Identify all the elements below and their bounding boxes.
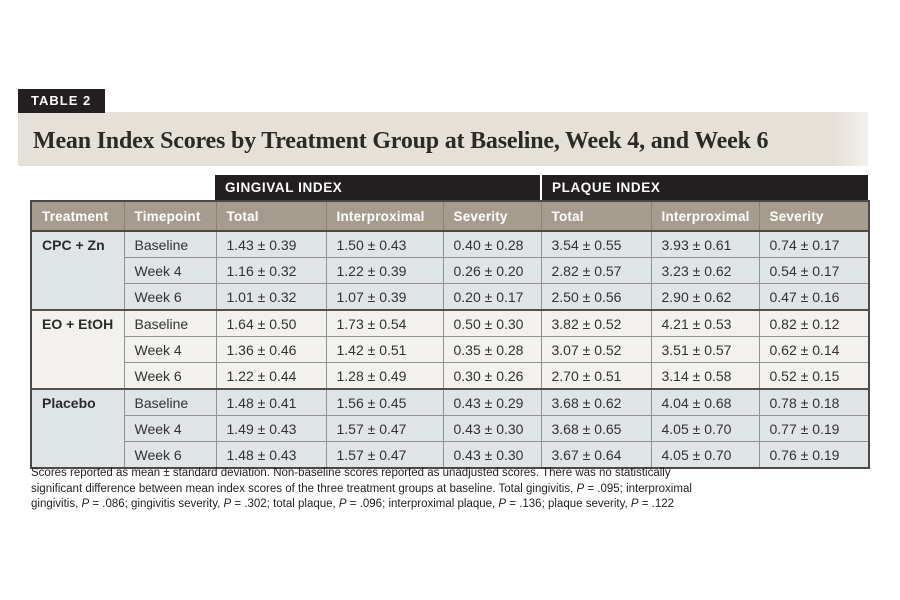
- plaque-index-header: PLAQUE INDEX: [542, 175, 868, 200]
- value-cell-pi-interproximal: 2.90 ± 0.62: [650, 283, 759, 310]
- table-row: EO + EtOH Baseline 1.64 ± 0.50 1.73 ± 0.54 0…: [30, 309, 869, 389]
- footnote-line: significant difference between mean inde…: [31, 482, 692, 495]
- value-cell-gi-interproximal: 1.22 ± 0.39: [325, 257, 443, 284]
- table-row: Placebo Baseline 1.48 ± 0.41 1.56 ± 0.45 0.4…: [30, 388, 869, 468]
- value-cell-pi-severity: 0.74 ± 0.17: [758, 230, 869, 258]
- column-header-row: Treatment Timepoint Total Interproximal Seve…: [30, 201, 869, 232]
- value-cell-pi-severity: 0.62 ± 0.14: [758, 336, 869, 363]
- value-cell-gi-total: 1.43 ± 0.39: [215, 230, 326, 258]
- column-header-gi-interproximal: Interproximal: [325, 201, 443, 232]
- timepoint-cell: Week 6: [123, 362, 216, 389]
- column-header-pi-severity: Severity: [758, 201, 869, 232]
- gingival-index-header: GINGIVAL INDEX: [215, 175, 540, 200]
- value-cell-gi-severity: 0.20 ± 0.17: [442, 283, 541, 310]
- treatment-cell: EO + EtOH: [30, 309, 124, 389]
- value-cell-pi-total: 3.82 ± 0.52: [540, 309, 651, 337]
- column-header-gi-total: Total: [215, 201, 326, 232]
- table-number-badge: TABLE 2: [18, 89, 106, 113]
- footnote: Scores reported as mean ± standard devia…: [31, 466, 876, 513]
- timepoint-cell: Week 4: [123, 257, 216, 284]
- value-cell-pi-severity: 0.47 ± 0.16: [758, 283, 869, 310]
- value-cell-gi-severity: 0.26 ± 0.20: [442, 257, 541, 284]
- value-cell-pi-total: 2.82 ± 0.57: [540, 257, 651, 284]
- column-header-pi-total: Total: [540, 201, 651, 232]
- value-cell-pi-total: 3.68 ± 0.65: [540, 415, 651, 442]
- value-cell-gi-total: 1.22 ± 0.44: [215, 362, 326, 389]
- value-cell-pi-total: 3.07 ± 0.52: [540, 336, 651, 363]
- value-cell-gi-severity: 0.43 ± 0.29: [442, 388, 541, 416]
- table-row: Week 4 1.16 ± 0.32 1.22 ± 0.39 0.26 ± 0.20 2…: [31, 257, 869, 284]
- value-cell-pi-severity: 0.52 ± 0.15: [758, 362, 869, 389]
- value-cell-gi-interproximal: 1.42 ± 0.51: [325, 336, 443, 363]
- value-cell-pi-severity: 0.54 ± 0.17: [758, 257, 869, 284]
- value-cell-gi-interproximal: 1.50 ± 0.43: [325, 230, 443, 258]
- column-header-treatment: Treatment: [30, 201, 124, 232]
- value-cell-gi-interproximal: 1.73 ± 0.54: [325, 309, 443, 337]
- timepoint-cell: Baseline: [123, 309, 216, 337]
- timepoint-cell: Week 6: [123, 441, 216, 468]
- value-cell-pi-total: 3.68 ± 0.62: [540, 388, 651, 416]
- table-row: Week 6 1.22 ± 0.44 1.28 ± 0.49 0.30 ± 0.26 2…: [31, 362, 869, 389]
- value-cell-pi-interproximal: 3.93 ± 0.61: [650, 230, 759, 258]
- value-cell-pi-total: 3.54 ± 0.55: [540, 230, 651, 258]
- value-cell-pi-interproximal: 3.14 ± 0.58: [650, 362, 759, 389]
- value-cell-gi-total: 1.01 ± 0.32: [215, 283, 326, 310]
- value-cell-pi-severity: 0.82 ± 0.12: [758, 309, 869, 337]
- value-cell-pi-severity: 0.78 ± 0.18: [758, 388, 869, 416]
- index-group-header-band: GINGIVAL INDEX PLAQUE INDEX: [30, 175, 868, 200]
- data-table-wrapper: Treatment Timepoint Total Interproximal Seve…: [30, 200, 870, 469]
- value-cell-gi-severity: 0.30 ± 0.26: [442, 362, 541, 389]
- timepoint-cell: Week 4: [123, 336, 216, 363]
- value-cell-gi-interproximal: 1.57 ± 0.47: [325, 441, 443, 468]
- value-cell-gi-interproximal: 1.07 ± 0.39: [325, 283, 443, 310]
- index-scores-table: Treatment Timepoint Total Interproximal Seve…: [30, 200, 870, 469]
- column-header-timepoint: Timepoint: [123, 201, 216, 232]
- footnote-line: gingivitis, P = .086; gingivitis severit…: [31, 498, 675, 510]
- treatment-cell: CPC + Zn: [30, 230, 124, 310]
- table-row: Week 6 1.48 ± 0.43 1.57 ± 0.47 0.43 ± 0.30 3…: [31, 441, 869, 468]
- value-cell-pi-total: 3.67 ± 0.64: [540, 441, 651, 468]
- table-row: Week 4 1.49 ± 0.43 1.57 ± 0.47 0.43 ± 0.30 3…: [31, 415, 869, 442]
- column-header-pi-interproximal: Interproximal: [650, 201, 759, 232]
- value-cell-gi-severity: 0.43 ± 0.30: [442, 441, 541, 468]
- timepoint-cell: Baseline: [123, 230, 216, 258]
- value-cell-gi-interproximal: 1.57 ± 0.47: [325, 415, 443, 442]
- value-cell-gi-total: 1.48 ± 0.43: [215, 441, 326, 468]
- value-cell-pi-interproximal: 3.23 ± 0.62: [650, 257, 759, 284]
- table-title: Mean Index Scores by Treatment Group at …: [33, 128, 769, 154]
- value-cell-pi-severity: 0.77 ± 0.19: [758, 415, 869, 442]
- value-cell-gi-total: 1.36 ± 0.46: [215, 336, 326, 363]
- treatment-cell: Placebo: [30, 388, 124, 468]
- value-cell-pi-interproximal: 4.04 ± 0.68: [650, 388, 759, 416]
- value-cell-gi-severity: 0.43 ± 0.30: [442, 415, 541, 442]
- value-cell-gi-severity: 0.50 ± 0.30: [442, 309, 541, 337]
- timepoint-cell: Week 6: [123, 283, 216, 310]
- table-row: Week 4 1.36 ± 0.46 1.42 ± 0.51 0.35 ± 0.28 3…: [31, 336, 869, 363]
- value-cell-gi-severity: 0.35 ± 0.28: [442, 336, 541, 363]
- value-cell-pi-total: 2.70 ± 0.51: [540, 362, 651, 389]
- footnote-line: Scores reported as mean ± standard devia…: [31, 467, 671, 479]
- title-band: Mean Index Scores by Treatment Group at …: [18, 112, 868, 166]
- value-cell-gi-total: 1.64 ± 0.50: [215, 309, 326, 337]
- value-cell-gi-interproximal: 1.28 ± 0.49: [325, 362, 443, 389]
- value-cell-pi-interproximal: 4.21 ± 0.53: [650, 309, 759, 337]
- table-row: CPC + Zn Baseline 1.43 ± 0.39 1.50 ± 0.43 0.…: [30, 230, 869, 310]
- value-cell-pi-interproximal: 4.05 ± 0.70: [650, 441, 759, 468]
- value-cell-pi-severity: 0.76 ± 0.19: [758, 441, 869, 468]
- value-cell-pi-interproximal: 4.05 ± 0.70: [650, 415, 759, 442]
- value-cell-gi-total: 1.49 ± 0.43: [215, 415, 326, 442]
- value-cell-gi-total: 1.16 ± 0.32: [215, 257, 326, 284]
- value-cell-pi-total: 2.50 ± 0.56: [540, 283, 651, 310]
- table-row: Week 6 1.01 ± 0.32 1.07 ± 0.39 0.20 ± 0.17 2…: [31, 283, 869, 310]
- value-cell-pi-interproximal: 3.51 ± 0.57: [650, 336, 759, 363]
- timepoint-cell: Week 4: [123, 415, 216, 442]
- timepoint-cell: Baseline: [123, 388, 216, 416]
- value-cell-gi-severity: 0.40 ± 0.28: [442, 230, 541, 258]
- value-cell-gi-interproximal: 1.56 ± 0.45: [325, 388, 443, 416]
- column-header-gi-severity: Severity: [442, 201, 541, 232]
- value-cell-gi-total: 1.48 ± 0.41: [215, 388, 326, 416]
